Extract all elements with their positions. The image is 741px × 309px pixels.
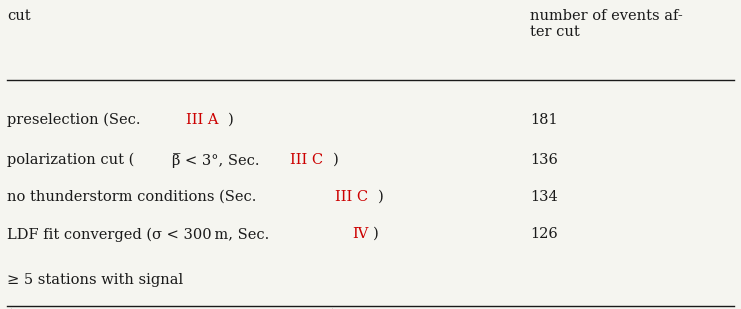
Text: ): ) [333, 153, 339, 167]
Text: no thunderstorm conditions (Sec.: no thunderstorm conditions (Sec. [7, 190, 262, 204]
Text: β̅ < 3°, Sec.: β̅ < 3°, Sec. [172, 153, 264, 168]
Text: III C: III C [335, 190, 368, 204]
Text: ): ) [378, 190, 384, 204]
Text: polarization cut (: polarization cut ( [7, 153, 135, 167]
Text: III C: III C [290, 153, 324, 167]
Text: III A: III A [186, 113, 218, 127]
Text: 136: 136 [530, 153, 558, 167]
Text: 126: 126 [530, 227, 557, 241]
Text: 181: 181 [530, 113, 557, 127]
Text: preselection (Sec.: preselection (Sec. [7, 113, 145, 127]
Text: ): ) [227, 113, 233, 127]
Text: number of events af-
ter cut: number of events af- ter cut [530, 9, 682, 40]
Text: ): ) [373, 227, 379, 241]
Text: ≥ 5 stations with signal: ≥ 5 stations with signal [7, 273, 184, 287]
Text: LDF fit converged (σ < 300 m, Sec.: LDF fit converged (σ < 300 m, Sec. [7, 227, 274, 242]
Text: cut: cut [7, 9, 31, 23]
Text: IV: IV [352, 227, 368, 241]
Text: 134: 134 [530, 190, 557, 204]
